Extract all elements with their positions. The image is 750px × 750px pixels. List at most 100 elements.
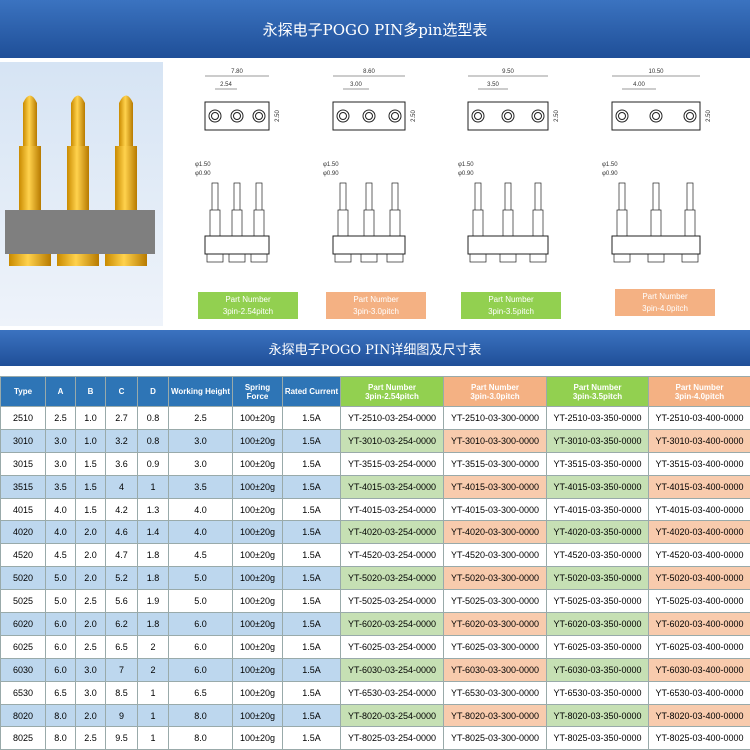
spec-cell: 3.5 (45, 474, 76, 499)
spec-cell: 6.0 (168, 634, 233, 659)
part-header-subtitle: 3pin-4.0pitch (674, 391, 725, 401)
part-number-cell: YT-4015-03-254-0000 (340, 497, 444, 522)
spec-cell: 100±20g (232, 612, 283, 636)
spec-cell: 8025 (0, 726, 46, 750)
spec-cell: 3515 (0, 474, 46, 499)
spec-cell: 6.5 (105, 634, 138, 659)
side-body (204, 235, 270, 255)
spec-table: Type A B C D Working Height Spring Force Rated … (0, 376, 750, 750)
tip-label: φ0.90 (602, 171, 618, 177)
part-number-cell: YT-5025-03-350-0000 (546, 589, 649, 614)
part-number-cell: YT-3010-03-400-0000 (648, 428, 750, 453)
part-badge: Part Number 3pin-3.5pitch (461, 292, 561, 319)
spec-cell: 4.0 (45, 497, 76, 522)
part-number-cell: YT-6020-03-254-0000 (340, 612, 444, 636)
part-number-cell: YT-4015-03-350-0000 (546, 474, 649, 499)
spec-cell: 4015 (0, 497, 46, 522)
spec-cell: 100±20g (232, 497, 283, 522)
spec-cell: 1.4 (137, 520, 169, 545)
spec-cell: 4.0 (45, 520, 76, 545)
spec-cell: 1.5A (282, 474, 341, 499)
badge-subtitle: 3pin-4.0pitch (642, 304, 688, 313)
part-header-subtitle: 3pin-2.54pitch (365, 391, 419, 401)
side-pin (365, 182, 373, 214)
part-number-cell: YT-4520-03-350-0000 (546, 543, 649, 568)
spec-cell: 8.0 (168, 726, 233, 750)
part-number-cell: YT-4015-03-254-0000 (340, 474, 444, 499)
width-label: 9.50 (502, 69, 514, 75)
side-pin (618, 182, 626, 214)
side-pin (211, 182, 219, 214)
hole (388, 109, 402, 123)
part-column-header: Part Number 3pin-4.0pitch (648, 376, 750, 407)
spec-cell: 1.5A (282, 543, 341, 568)
hole (649, 109, 663, 123)
part-number-cell: YT-2510-03-300-0000 (443, 406, 547, 430)
part-number-cell: YT-5020-03-300-0000 (443, 566, 547, 591)
spec-cell: 8020 (0, 703, 46, 728)
pin-barrel (67, 146, 89, 216)
part-number-cell: YT-3010-03-350-0000 (546, 428, 649, 453)
spec-cell: 1.0 (75, 428, 106, 453)
table-row: 5020 5.0 2.0 5.2 1.8 5.0 100±20g 1.5A YT-5020-03… (0, 566, 750, 591)
spec-cell: 100±20g (232, 428, 283, 453)
product-drawings: 7.80 2.54 2.50 φ1.50 φ0.90 8.60 3.00 2.50 φ1.50 φ… (0, 62, 712, 326)
hole (615, 109, 629, 123)
top-body (332, 101, 406, 131)
side-tail (469, 253, 487, 263)
part-number-cell: YT-4015-03-400-0000 (648, 497, 750, 522)
spec-cell: 3.5 (168, 474, 233, 499)
part-number-cell: YT-4015-03-300-0000 (443, 497, 547, 522)
head-label: φ1.50 (195, 162, 211, 168)
spec-cell: 1.5A (282, 497, 341, 522)
part-number-cell: YT-6530-03-254-0000 (340, 680, 444, 705)
part-badge: Part Number 3pin-2.54pitch (198, 292, 298, 319)
part-number-cell: YT-6020-03-400-0000 (648, 612, 750, 636)
side-tail (206, 253, 224, 263)
part-number-cell: YT-6025-03-254-0000 (340, 634, 444, 659)
side-pin (255, 182, 263, 214)
badge-subtitle: 3pin-3.0pitch (353, 307, 399, 316)
table-row: 4015 4.0 1.5 4.2 1.3 4.0 100±20g 1.5A YT-4015-03… (0, 497, 750, 522)
part-number-cell: YT-6530-03-400-0000 (648, 680, 750, 705)
part-number-cell: YT-6025-03-400-0000 (648, 634, 750, 659)
product-photo (0, 62, 163, 326)
spec-cell: 100±20g (232, 543, 283, 568)
spec-cell: 1.5 (75, 497, 106, 522)
part-header-subtitle: 3pin-3.5pitch (572, 391, 623, 401)
spec-cell: 1.5A (282, 406, 341, 430)
table-row: 4520 4.5 2.0 4.7 1.8 4.5 100±20g 1.5A YT-4520-03… (0, 543, 750, 568)
column-header: Rated Current (282, 376, 341, 407)
spec-cell: 100±20g (232, 703, 283, 728)
side-body (611, 235, 701, 255)
spec-cell: 9.5 (105, 726, 138, 750)
side-tail (334, 253, 352, 263)
part-number-cell: YT-6030-03-400-0000 (648, 657, 750, 682)
pin-tail (57, 252, 99, 266)
spec-cell: 3.2 (105, 428, 138, 453)
spec-cell: 4.5 (45, 543, 76, 568)
page-title: 永探电子POGO PIN多pin选型表 (262, 20, 488, 39)
drawing: 7.80 2.54 2.50 φ1.50 φ0.90 (195, 69, 281, 263)
spec-cell: 1.5 (75, 451, 106, 476)
badge-title: Part Number (353, 295, 399, 304)
spec-cell: 100±20g (232, 726, 283, 750)
spec-cell: 2.7 (105, 406, 138, 430)
hole (474, 112, 482, 120)
spec-cell: 6.2 (105, 612, 138, 636)
spec-cell: 100±20g (232, 406, 283, 430)
side-tail (681, 253, 699, 263)
spec-cell: 4520 (0, 543, 46, 568)
side-tail (647, 253, 665, 263)
spec-cell: 8.0 (45, 726, 76, 750)
spec-cell: 5025 (0, 589, 46, 614)
part-number-cell: YT-8025-03-350-0000 (546, 726, 649, 750)
spec-cell: 1.5A (282, 657, 341, 682)
spec-cell: 2.5 (75, 589, 106, 614)
hole (339, 112, 347, 120)
spec-cell: 1.9 (137, 589, 169, 614)
width-label: 8.60 (363, 69, 375, 75)
column-header: A (45, 376, 76, 407)
part-number-cell: YT-4020-03-300-0000 (443, 520, 547, 545)
spec-cell: 4.0 (168, 520, 233, 545)
